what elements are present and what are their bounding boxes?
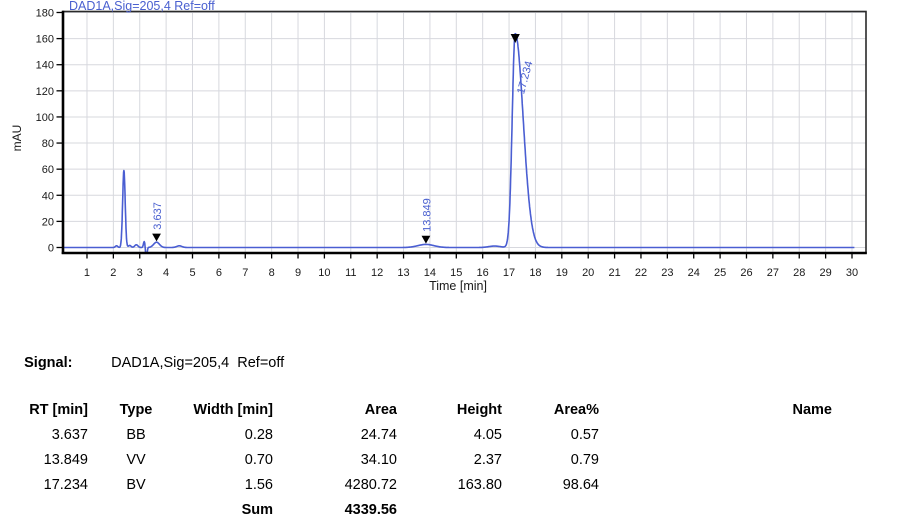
peak-table-row: 3.637 BB 0.28 24.74 4.05 0.57 [8,422,832,447]
peak-table-sum-row: Sum 4339.56 [8,497,832,523]
x-tick-label: 16 [477,267,489,279]
peak-marker-icon [421,235,431,244]
x-tick-label: 21 [608,267,620,279]
x-tick-label: 13 [397,267,409,279]
x-tick-label: 24 [688,267,700,279]
peak-table-row: 17.234 BV 1.56 4280.72 163.80 98.64 [8,472,832,497]
y-tick-label: 40 [42,190,54,202]
table-cell [397,497,502,523]
table-cell: BV [126,476,146,493]
table-cell: 4.05 [473,426,502,443]
table-cell: 0.79 [570,451,599,468]
x-tick-label: 19 [556,267,568,279]
table-cell: 163.80 [457,476,502,493]
table-cell: 34.10 [360,451,397,468]
table-cell: BB [126,426,146,443]
col-header: Area [364,402,397,418]
peak-table-row: 13.849 VV 0.70 34.10 2.37 0.79 [8,447,832,472]
x-tick-label: 1 [84,267,90,279]
y-tick-label: 120 [36,86,54,98]
x-tick-label: 4 [163,267,169,279]
col-header: Height [456,402,502,418]
x-tick-label: 26 [740,267,752,279]
x-tick-label: 9 [295,267,301,279]
x-tick-label: 17 [503,267,515,279]
peak-retention-label: 13.849 [422,198,434,232]
x-tick-label: 8 [269,267,275,279]
table-cell: VV [126,451,146,468]
y-axis-title: mAU [10,125,24,152]
table-cell: 24.74 [360,426,397,443]
signal-value: DAD1A,Sig=205,4 Ref=off [111,355,285,371]
table-cell: 2.37 [473,451,502,468]
y-tick-label: 180 [36,7,54,19]
table-cell: 0.70 [244,451,273,468]
x-tick-label: 14 [424,267,436,279]
table-cell [599,447,832,472]
x-tick-label: 30 [846,267,858,279]
signal-label: Signal: [24,355,73,371]
peak-table-section: Signal: DAD1A,Sig=205,4 Ref=off RT [min] T… [8,338,894,523]
x-tick-label: 3 [137,267,143,279]
x-tick-label: 22 [635,267,647,279]
x-tick-label: 11 [345,267,356,279]
table-cell [599,497,832,523]
chart-title: DAD1A,Sig=205,4 Ref=off [69,0,215,13]
x-tick-label: 23 [661,267,673,279]
y-tick-label: 60 [42,164,54,176]
table-cell [8,497,88,523]
y-tick-label: 20 [42,216,54,228]
x-tick-label: 27 [767,267,779,279]
sum-label-cell: Sum [241,502,273,518]
x-tick-label: 29 [819,267,831,279]
x-tick-label: 10 [318,267,330,279]
x-tick-label: 2 [110,267,116,279]
y-tick-label: 100 [36,112,54,124]
table-cell: 13.849 [43,451,88,468]
col-header: Type [119,402,153,418]
peak-retention-label: 3.637 [152,202,164,230]
y-tick-label: 160 [36,34,54,46]
x-tick-label: 15 [450,267,462,279]
table-cell: 0.57 [570,426,599,443]
table-cell [599,422,832,447]
table-cell: 17.234 [43,476,88,493]
table-cell: 1.56 [244,476,273,493]
col-header: Area% [553,402,599,418]
plot-background [63,11,866,253]
x-tick-label: 20 [582,267,594,279]
x-tick-label: 12 [371,267,383,279]
x-tick-label: 7 [242,267,248,279]
peak-table: RT [min] Type Width [min] Area Height Area% Na… [8,398,832,523]
table-cell [88,497,184,523]
sum-area-cell: 4339.56 [344,502,397,518]
x-tick-label: 6 [216,267,222,279]
peak-marker-icon [152,233,161,242]
table-cell: 4280.72 [344,476,397,493]
x-tick-label: 25 [714,267,726,279]
chromatogram-report-page: { "chart": { "title": "DAD1A,Sig=205,4 R… [10,0,867,518]
table-cell: 3.637 [51,426,88,443]
table-cell [502,497,599,523]
signal-row: Signal: DAD1A,Sig=205,4 Ref=off [8,338,894,389]
x-tick-label: 18 [529,267,541,279]
table-cell: 98.64 [562,476,599,493]
peak-marker-icon [510,34,520,44]
peak-table-header-row: RT [min] Type Width [min] Area Height Area% Na… [8,398,832,422]
col-header: Width [min] [193,402,273,418]
table-cell: 0.28 [244,426,273,443]
y-tick-label: 140 [36,60,54,72]
table-cell [599,472,832,497]
x-tick-label: 5 [189,267,195,279]
col-header: RT [min] [29,402,88,418]
x-tick-label: 28 [793,267,805,279]
y-tick-label: 0 [48,243,54,255]
y-tick-label: 80 [42,138,54,150]
col-header: Name [792,402,833,418]
chromatogram-trace [64,32,855,252]
x-axis-title: Time [min] [429,279,487,293]
